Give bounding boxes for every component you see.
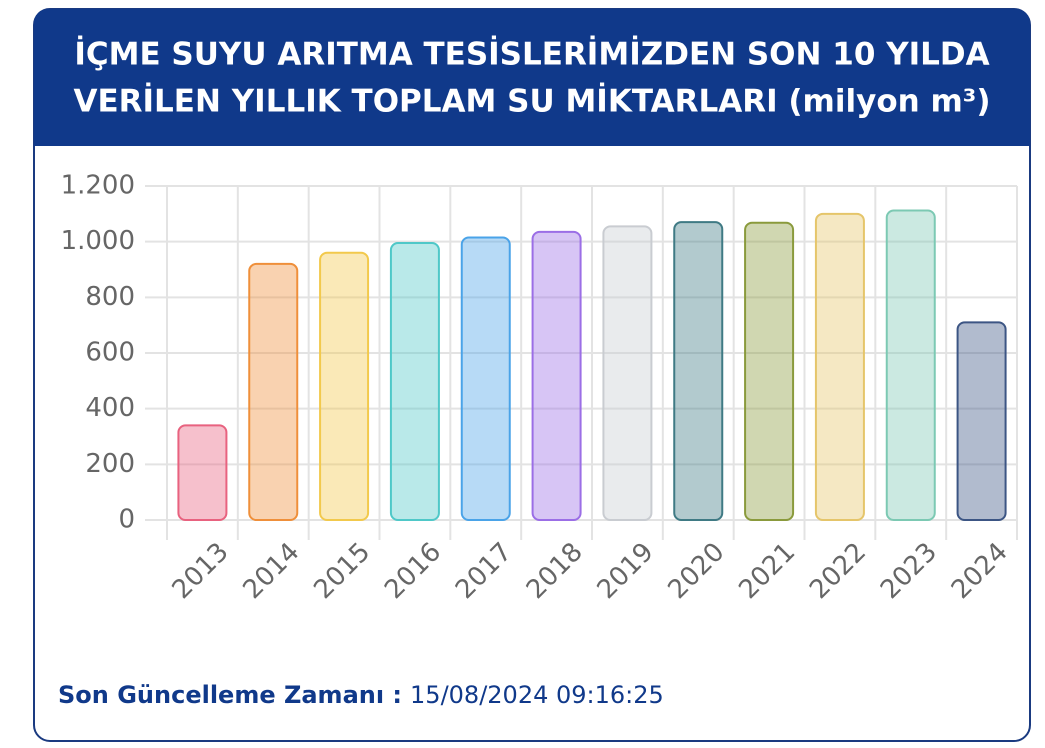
y-tick-label: 200	[85, 449, 135, 479]
y-tick-label: 400	[85, 393, 135, 423]
footer: Son Güncelleme Zamanı : 15/08/2024 09:16:…	[58, 681, 664, 709]
bar	[177, 424, 228, 521]
chart-title: İÇME SUYU ARITMA TESİSLERİMİZDEN SON 10 …	[74, 37, 989, 73]
header	[34, 9, 1030, 146]
bar	[319, 251, 370, 522]
y-tick-label: 600	[85, 338, 135, 368]
y-tick-label: 0	[118, 505, 135, 535]
bar	[744, 221, 795, 522]
y-tick-label: 1.200	[61, 171, 135, 201]
y-tick-label: 800	[85, 282, 135, 312]
bar	[389, 242, 440, 522]
chart-title: VERİLEN YILLIK TOPLAM SU MİKTARLARI (mil…	[73, 84, 990, 120]
bar	[673, 221, 724, 522]
bar	[602, 225, 653, 521]
bar	[956, 321, 1007, 521]
bar	[248, 262, 299, 521]
footer-value: 15/08/2024 09:16:25	[410, 681, 664, 709]
bar	[531, 230, 582, 522]
y-tick-label: 1.000	[61, 226, 135, 256]
bar	[814, 212, 865, 521]
footer-label: Son Güncelleme Zamanı :	[58, 681, 402, 709]
bar	[885, 209, 936, 521]
bar	[460, 236, 511, 521]
